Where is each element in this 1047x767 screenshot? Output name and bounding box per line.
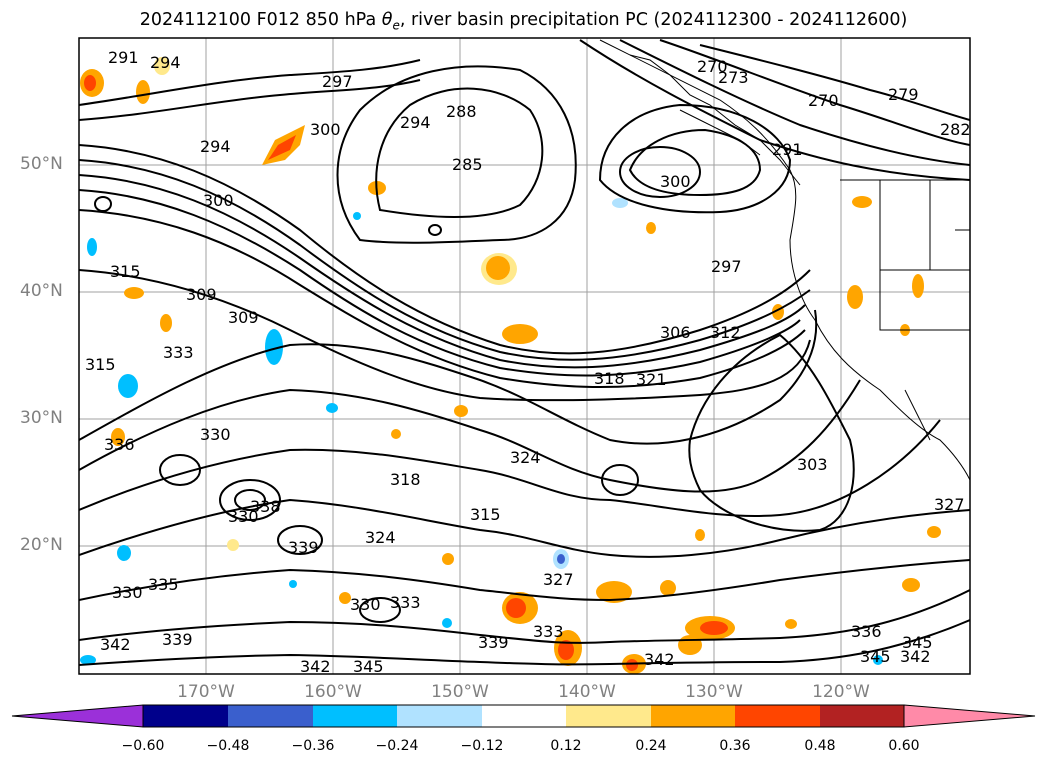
contour-label: 309 [186,285,217,304]
lon-label: 130°W [685,682,743,702]
contour-label: 273 [718,68,749,87]
contour-label: 330 [350,595,381,614]
colorbar-extend-high [903,704,1036,728]
lat-label: 20°N [20,535,63,555]
contour-label: 306 [660,323,691,342]
lon-label: 160°W [304,682,362,702]
contour-label: 333 [390,593,421,612]
contour-label: 303 [797,455,828,474]
contour-label: 339 [162,630,193,649]
colorbar-tick-label: 0.36 [719,738,751,754]
contour-label: 315 [470,505,501,524]
contour-label: 297 [711,257,742,276]
contour-label: 333 [163,343,194,362]
contour-label: 324 [510,448,541,467]
contour-label: 336 [104,435,135,454]
contour-label: 300 [203,191,234,210]
contour-labels: 291 294 294 297 300 294 288 285 270 273 … [85,48,971,676]
map-content: 291 294 294 297 300 294 288 285 270 273 … [79,38,971,676]
colorbar-segment [313,705,397,727]
contour-label: 321 [636,370,667,389]
contour-label: 342 [900,647,931,666]
colorbar-segment [651,705,735,727]
lon-label: 120°W [812,682,870,702]
contour-label: 288 [446,102,477,121]
lon-label: 150°W [431,682,489,702]
lat-label: 50°N [20,154,63,174]
contour-label: 279 [888,85,919,104]
colorbar-segment [143,705,228,727]
lon-label: 140°W [558,682,616,702]
contour-label: 345 [860,647,891,666]
contour-label: 336 [851,622,882,641]
colorbar-tick-label: 0.12 [550,738,582,754]
colorbar-tick-label: −0.12 [460,738,504,754]
contour-label: 270 [808,91,839,110]
colorbar-segment [228,705,313,727]
precip-shading [80,57,941,674]
contour-label: 339 [288,538,319,557]
colorbar-tick-label: −0.24 [375,738,419,754]
contour-label: 294 [200,137,231,156]
lat-label: 30°N [20,408,63,428]
contour-label: 297 [322,72,353,91]
coastline [599,39,970,481]
map-frame [78,37,971,675]
contour-label: 294 [400,113,431,132]
contour-label: 318 [594,369,625,388]
contour-label: 294 [150,53,181,72]
contour-label: 345 [902,633,933,652]
colorbar-segment [735,705,820,727]
contour-label: 330 [112,583,143,602]
colorbar-frame [142,704,905,728]
colorbar-tick-label: −0.48 [206,738,250,754]
map-title: 2024112100 F012 850 hPa θe, river basin … [139,10,908,33]
contour-label: 330 [228,507,259,526]
contour-label: 327 [543,570,574,589]
lon-label: 170°W [177,682,235,702]
colorbar-tick-label: 0.48 [804,738,836,754]
colorbar-segment [397,705,482,727]
contour-label: 339 [478,633,509,652]
contour-label: 312 [710,323,741,342]
contour-label: 315 [110,262,141,281]
colorbar-extend-low [11,704,144,728]
contour-label: 342 [100,635,131,654]
contour-label: 309 [228,308,259,327]
contour-label: 300 [660,172,691,191]
contour-label: 327 [934,495,965,514]
contour-label: 285 [452,155,483,174]
contour-label: 291 [772,140,803,159]
contour-label: 270 [697,57,728,76]
contour-label: 342 [644,650,675,669]
contour-label: 333 [533,622,564,641]
contour-label: 345 [353,657,384,676]
contour-label: 300 [310,120,341,139]
colorbar-segment [482,705,566,727]
contour-label: 342 [300,657,331,676]
contour-label: 291 [108,48,139,67]
contour-label: 315 [85,355,116,374]
lat-label: 40°N [20,281,63,301]
colorbar-segment [566,705,651,727]
colorbar-tick-label: −0.60 [121,738,165,754]
colorbar [11,704,1036,728]
contour-label: 282 [940,120,971,139]
contour-label: 324 [365,528,396,547]
contour-label: 338 [250,497,281,516]
contour-label: 330 [200,425,231,444]
colorbar-tick-label: 0.24 [635,738,667,754]
contour-label: 318 [390,470,421,489]
colorbar-tick-label: −0.36 [291,738,335,754]
contour-label: 335 [148,575,179,594]
colorbar-tick-label: 0.60 [888,738,920,754]
colorbar-segment [820,705,904,727]
theta-e-contours [79,39,970,666]
